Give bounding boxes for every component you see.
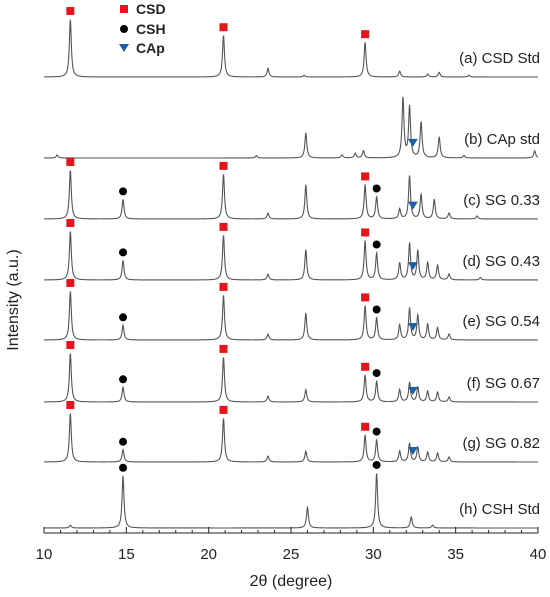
csh-circle-marker <box>372 184 381 193</box>
x-tick-label: 15 <box>118 546 135 563</box>
cap-triangle-marker <box>407 386 418 395</box>
cap-triangle-marker <box>407 262 418 271</box>
xrd-trace <box>44 96 539 159</box>
legend-csd-marker <box>120 5 128 13</box>
csd-square-marker <box>219 405 228 414</box>
csd-square-marker <box>361 30 370 39</box>
x-tick-label: 10 <box>36 546 53 563</box>
trace-label: (a) CSD Std <box>459 50 540 67</box>
csh-circle-marker <box>372 240 381 249</box>
legend-csh-marker <box>120 25 128 33</box>
x-tick-label: 40 <box>530 546 547 563</box>
csd-square-marker <box>66 340 75 349</box>
csd-square-marker <box>361 172 370 181</box>
csd-square-marker <box>361 422 370 431</box>
csd-square-marker <box>361 228 370 237</box>
trace-label: (c) SG 0.33 <box>463 192 540 209</box>
csh-circle-marker <box>119 187 128 196</box>
legend-label: CAp <box>136 40 165 56</box>
xrd-trace <box>44 413 538 463</box>
xrd-trace <box>43 19 538 78</box>
xrd-trace <box>44 231 538 281</box>
x-tick-label: 20 <box>200 546 217 563</box>
legend-label: CSD <box>136 1 166 17</box>
trace-group <box>43 19 539 529</box>
trace-label: (f) SG 0.67 <box>467 375 540 392</box>
csh-circle-marker <box>372 305 381 314</box>
csd-square-marker <box>219 344 228 353</box>
csd-square-marker <box>219 161 228 170</box>
xrd-trace <box>44 170 538 220</box>
csh-circle-marker <box>372 427 381 436</box>
x-axis-title: 2θ (degree) <box>250 573 333 590</box>
csh-circle-marker <box>372 369 381 378</box>
csh-circle-marker <box>119 463 128 472</box>
csd-square-marker <box>66 218 75 227</box>
csh-circle-marker <box>119 437 128 446</box>
csd-square-marker <box>219 282 228 291</box>
x-tick-label: 25 <box>283 546 300 563</box>
csd-square-marker <box>66 6 75 15</box>
xrd-trace <box>44 291 538 341</box>
csd-square-marker <box>66 400 75 409</box>
csd-square-marker <box>219 222 228 231</box>
cap-triangle-marker <box>407 138 418 147</box>
axes: 10 15 20 25 30 35 40 2θ (degree) Intensity (a.… <box>5 249 546 590</box>
x-tick-group: 10 15 20 25 30 35 40 <box>36 527 547 563</box>
csd-square-marker <box>66 278 75 287</box>
trace-label: (e) SG 0.54 <box>462 313 540 330</box>
cap-triangle-marker <box>407 322 418 331</box>
phase-marker-group <box>66 6 418 472</box>
csh-circle-marker <box>119 248 128 257</box>
csh-circle-marker <box>119 375 128 384</box>
csh-circle-marker <box>372 460 381 469</box>
legend-label: CSH <box>136 21 166 37</box>
xrd-trace <box>44 353 538 403</box>
trace-label: (d) SG 0.43 <box>462 253 540 270</box>
cap-triangle-marker <box>407 201 418 210</box>
csd-square-marker <box>361 362 370 371</box>
trace-label: (b) CAp std <box>464 131 540 148</box>
y-axis-title: Intensity (a.u.) <box>5 249 22 350</box>
csh-circle-marker <box>119 313 128 322</box>
csd-square-marker <box>361 293 370 302</box>
trace-label: (g) SG 0.82 <box>462 435 540 452</box>
trace-label: (h) CSH Std <box>459 501 540 518</box>
csd-square-marker <box>219 23 228 32</box>
legend-cap-marker <box>119 44 129 52</box>
cap-triangle-marker <box>407 447 418 456</box>
legend: CSD CSH CAp <box>119 1 166 56</box>
x-tick-label: 35 <box>447 546 464 563</box>
x-tick-label: 30 <box>365 546 382 563</box>
csd-square-marker <box>66 157 75 166</box>
trace-label-group: (a) CSD Std (b) CAp std (c) SG 0.33 (d) SG … <box>459 50 540 518</box>
